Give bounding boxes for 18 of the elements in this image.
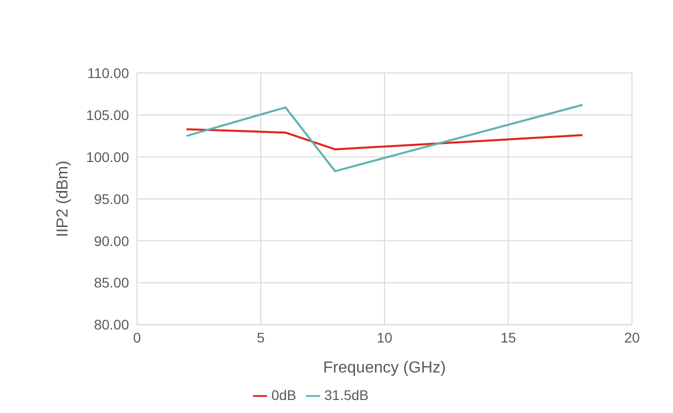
line-series xyxy=(186,128,584,150)
x-tick-label: 10 xyxy=(376,330,392,346)
y-axis-title: IIP2 (dBm) xyxy=(54,160,72,238)
y-tick-label: 90.00 xyxy=(94,232,130,249)
y-tick-label: 80.00 xyxy=(94,316,130,333)
x-tick-label: 20 xyxy=(624,330,640,346)
y-tick-label: 110.00 xyxy=(87,64,130,81)
y-tick-label: 105.00 xyxy=(86,106,130,123)
x-axis-title: Frequency (GHz) xyxy=(323,360,446,377)
legend-label: 0dB xyxy=(271,386,296,403)
y-tick-label: 85.00 xyxy=(94,274,130,291)
x-tick-label: 5 xyxy=(256,330,265,346)
line-series xyxy=(186,104,584,172)
x-tick-label: 15 xyxy=(500,330,516,346)
y-tick-label: 100.00 xyxy=(86,148,130,165)
x-tick-label: 0 xyxy=(133,330,142,346)
y-tick-label: 95.00 xyxy=(94,190,130,207)
legend-label: 31.5dB xyxy=(324,386,369,403)
